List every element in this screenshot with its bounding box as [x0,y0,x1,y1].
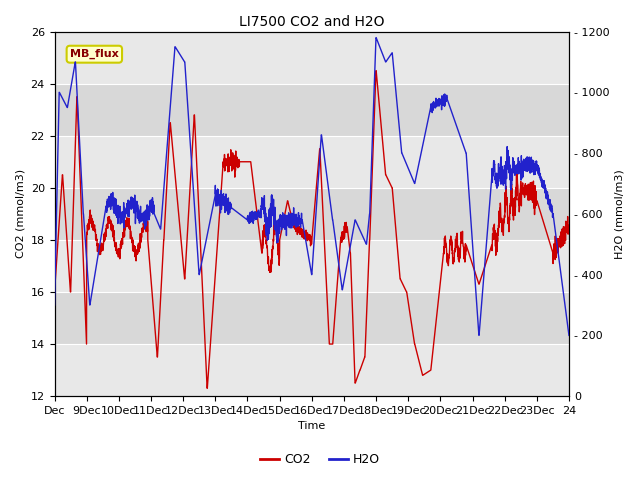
Bar [54,240,569,292]
Legend: CO2, H2O: CO2, H2O [255,448,385,471]
X-axis label: Time: Time [298,421,325,432]
Bar [54,344,569,396]
Y-axis label: CO2 (mmol/m3): CO2 (mmol/m3) [15,169,25,258]
Y-axis label: H2O (mmol/m3): H2O (mmol/m3) [615,169,625,259]
Bar [54,32,569,84]
Bar [54,136,569,188]
Text: MB_flux: MB_flux [70,49,118,60]
Title: LI7500 CO2 and H2O: LI7500 CO2 and H2O [239,15,385,29]
